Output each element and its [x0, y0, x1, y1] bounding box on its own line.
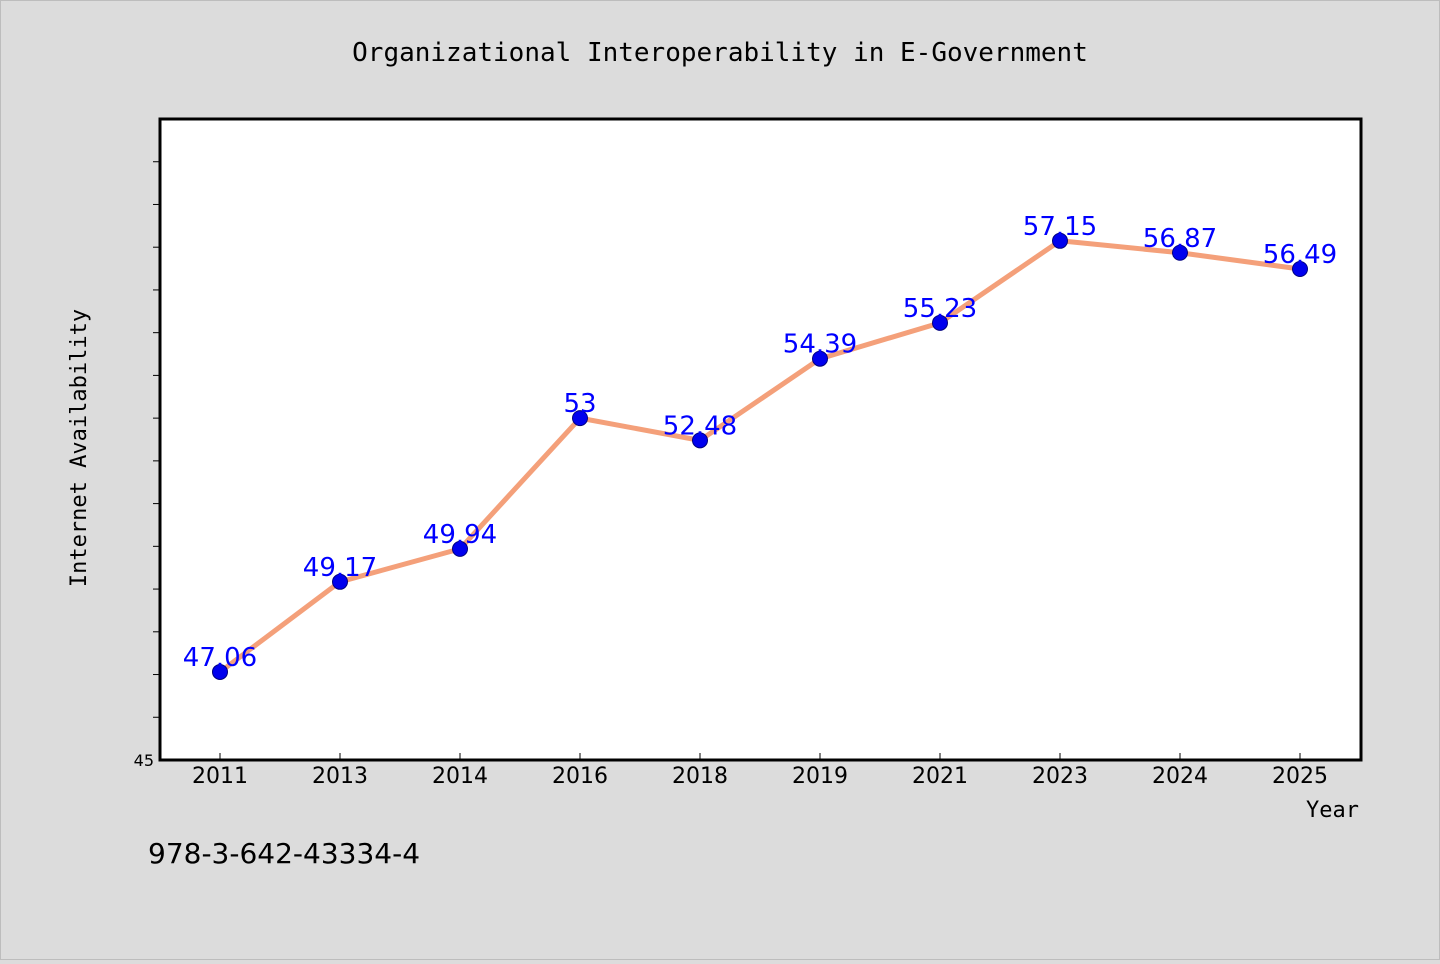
chart-title: Organizational Interoperability in E-Gov… — [352, 38, 1088, 68]
data-point — [1052, 232, 1068, 249]
y-axis-label: Internet Availability — [67, 309, 92, 587]
data-point — [932, 314, 948, 331]
x-tick-label: 2019 — [792, 764, 848, 789]
data-labels: 47.06 49.17 49.94 53 52.48 54.39 55.23 57.15 56.… — [183, 212, 1337, 673]
data-point — [452, 540, 468, 557]
x-axis-ticks: 2011 2013 2014 2016 2018 2019 2021 2023 2024 2025 — [192, 753, 1328, 789]
series-line — [217, 238, 1303, 675]
x-tick-label: 2024 — [1152, 764, 1208, 789]
data-point — [812, 350, 828, 367]
x-tick-label: 2016 — [552, 764, 608, 789]
data-label: 52.48 — [663, 411, 737, 441]
data-label: 56.49 — [1263, 240, 1337, 270]
data-label: 47.06 — [183, 643, 257, 673]
data-label: 53 — [563, 389, 596, 419]
x-tick-label: 2018 — [672, 764, 728, 789]
x-tick-label: 2023 — [1032, 764, 1088, 789]
x-axis-label: Year — [1306, 798, 1359, 823]
isbn-text: 978-3-642-43334-4 — [148, 837, 420, 870]
series-markers — [212, 232, 1308, 680]
data-point — [1172, 244, 1188, 261]
y-axis-ticks: 45 — [134, 161, 160, 770]
y-tick-label: 45 — [134, 751, 154, 770]
x-tick-label: 2013 — [312, 764, 368, 789]
data-point — [692, 432, 708, 449]
plot-area — [158, 117, 1363, 762]
x-tick-label: 2021 — [912, 764, 968, 789]
data-label: 54.39 — [783, 330, 857, 360]
data-point — [212, 663, 228, 680]
data-label: 49.17 — [303, 553, 377, 583]
data-label: 49.94 — [423, 520, 497, 550]
data-point — [332, 573, 348, 590]
data-point — [572, 410, 588, 427]
data-label: 55.23 — [903, 294, 977, 324]
x-tick-label: 2025 — [1272, 764, 1328, 789]
x-tick-label: 2014 — [432, 764, 488, 789]
data-label: 57.15 — [1023, 212, 1097, 242]
data-point — [1292, 260, 1308, 277]
data-label: 56.87 — [1143, 224, 1217, 254]
x-tick-label: 2011 — [192, 764, 248, 789]
